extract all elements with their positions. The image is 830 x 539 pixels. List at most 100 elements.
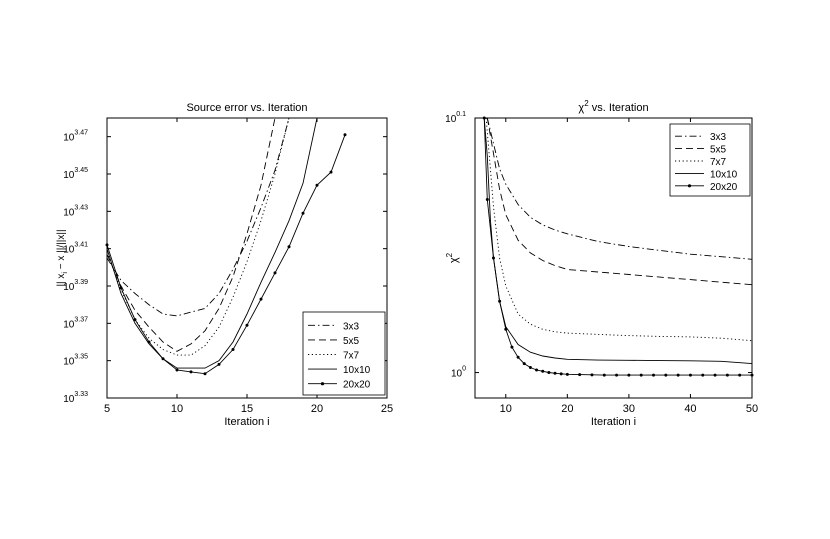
series-line-3x3 [486, 118, 752, 260]
series-point-20x20 [535, 368, 539, 372]
x-axis-label: Iteration i [591, 416, 636, 428]
series-point-20x20 [602, 373, 606, 377]
y-axis-label-sub: i [62, 272, 69, 274]
y-tick-base: 10 [451, 369, 463, 380]
legend-label-3x3: 3x3 [710, 132, 727, 143]
y-tick-base: 10 [63, 357, 75, 368]
legend-label-5x5: 5x5 [343, 336, 360, 347]
series-line-7x7 [485, 118, 752, 342]
series-point-20x20 [565, 372, 569, 376]
x-tick-label: 25 [381, 403, 393, 415]
series-point-20x20 [713, 373, 717, 377]
series-point-20x20 [615, 373, 619, 377]
x-tick-label: 10 [171, 403, 183, 415]
series-point-20x20 [273, 271, 277, 275]
y-axis-label: χ2 [445, 252, 460, 263]
x-tick-label: 20 [561, 403, 573, 415]
plot-frame [474, 117, 753, 399]
series-point-20x20 [175, 368, 179, 372]
series-point-20x20 [343, 133, 347, 137]
y-tick-label: 103.35 [63, 354, 88, 368]
legend-label-10x10: 10x10 [343, 365, 371, 376]
series-point-20x20 [516, 355, 520, 359]
y-tick-label: 103.37 [63, 316, 88, 330]
chart-title-rest: vs. Iteration [589, 102, 649, 114]
y-axis-label-b: − x ||/||x|| [56, 229, 67, 272]
series-point-20x20 [189, 370, 193, 374]
y-tick-label: 103.33 [63, 391, 88, 405]
series-point-20x20 [491, 256, 495, 260]
series-point-20x20 [701, 373, 705, 377]
series-point-20x20 [482, 116, 486, 120]
series-line-20x20 [483, 118, 752, 376]
y-tick-exponent: 3.43 [74, 204, 88, 211]
chart-title-sup: 2 [584, 99, 589, 108]
chart-title: χ2 vs. Iteration [578, 99, 648, 114]
series-point-20x20 [559, 372, 563, 376]
legend-marker-20x20 [687, 184, 692, 188]
chart-title: Source error vs. Iteration [186, 102, 307, 114]
y-tick-base: 10 [63, 133, 75, 144]
y-tick-label: 103.45 [63, 167, 88, 181]
y-tick-base: 10 [63, 207, 75, 218]
series-point-20x20 [133, 318, 137, 322]
y-tick-label: 103.47 [63, 130, 88, 144]
y-tick-label: 100.1 [445, 111, 466, 125]
series-point-20x20 [498, 299, 502, 303]
x-tick-label: 20 [311, 403, 323, 415]
series-point-20x20 [578, 373, 582, 377]
series-point-20x20 [528, 365, 532, 369]
y-tick-exponent: 3.45 [74, 167, 88, 174]
series-point-20x20 [203, 372, 207, 376]
series-point-20x20 [725, 373, 729, 377]
series-point-20x20 [652, 373, 656, 377]
series-point-20x20 [627, 373, 631, 377]
series-point-20x20 [245, 323, 249, 327]
series-point-20x20 [676, 373, 680, 377]
y-tick-base: 10 [445, 114, 457, 125]
y-tick-exponent: 0.1 [456, 111, 466, 118]
legend-marker-20x20 [320, 382, 325, 386]
y-tick-exponent: 3.33 [74, 391, 88, 398]
legend-label-20x20: 20x20 [710, 182, 738, 193]
x-tick-label: 30 [623, 403, 635, 415]
x-tick-label: 15 [241, 403, 253, 415]
chart-title-chi: χ [578, 102, 584, 114]
y-axis-label-sup: 2 [445, 252, 454, 257]
legend-label-10x10: 10x10 [710, 169, 738, 180]
legend-label-3x3: 3x3 [343, 321, 360, 332]
y-axis-label: || xi − x ||/||x|| [56, 229, 69, 286]
y-tick-base: 10 [63, 394, 75, 405]
x-tick-label: 50 [746, 403, 758, 415]
legend-label-20x20: 20x20 [343, 380, 371, 391]
x-tick-label: 10 [500, 403, 512, 415]
series-point-20x20 [287, 245, 291, 249]
y-tick-label: 100 [451, 366, 466, 380]
y-tick-exponent: 3.47 [74, 130, 88, 137]
series-point-20x20 [231, 347, 235, 351]
y-axis-label-chi: χ [448, 257, 460, 263]
y-tick-label: 103.43 [63, 204, 88, 218]
series-point-20x20 [547, 371, 551, 375]
series-point-20x20 [315, 183, 319, 187]
y-tick-base: 10 [63, 170, 75, 181]
legend-label-7x7: 7x7 [710, 157, 727, 168]
x-tick-label: 40 [684, 403, 696, 415]
series-point-20x20 [553, 371, 557, 375]
series-point-20x20 [522, 362, 526, 366]
series-line-5x5 [486, 118, 752, 286]
series-line-20x20 [107, 134, 346, 375]
series-line-10x10 [107, 118, 318, 369]
series-point-20x20 [664, 373, 668, 377]
y-tick-label: 103.41 [63, 242, 88, 256]
y-tick-exponent: 3.39 [74, 279, 88, 286]
series-point-20x20 [105, 243, 109, 247]
x-axis-label: Iteration i [224, 416, 269, 428]
y-tick-exponent: 3.37 [74, 316, 88, 323]
legend-box [302, 311, 386, 396]
series-point-20x20 [510, 345, 514, 349]
y-tick-exponent: 3.41 [74, 242, 88, 249]
legend-label-7x7: 7x7 [343, 351, 360, 362]
